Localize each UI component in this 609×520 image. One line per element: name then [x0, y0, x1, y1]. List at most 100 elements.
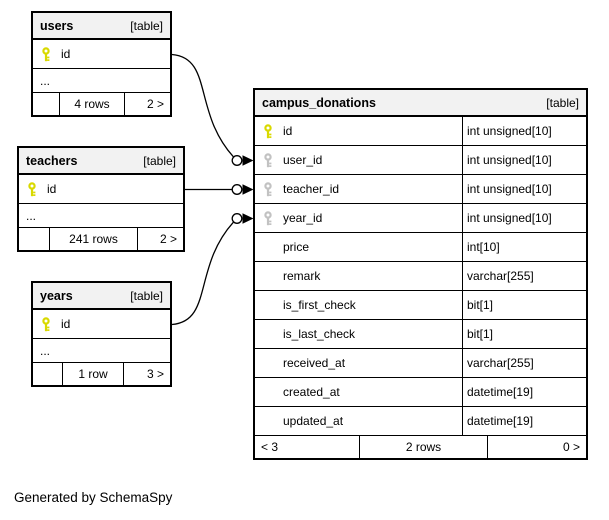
- column-type: datetime[19]: [462, 407, 586, 435]
- footer-row-count: 4 rows: [60, 93, 125, 115]
- column-type: int unsigned[10]: [462, 146, 586, 174]
- relationship-circle-endpoint: [231, 213, 243, 224]
- column-name: id: [61, 47, 71, 61]
- footer-parents-count: 3 >: [146, 367, 164, 381]
- hidden-columns-row: ...: [33, 69, 170, 93]
- table-footer: 1 row 3 >: [33, 363, 170, 385]
- relationship-users-to-user-id: [171, 53, 254, 166]
- footer-parents-count: 2 >: [146, 97, 164, 111]
- table-header: campus_donations [table]: [255, 90, 586, 117]
- relationship-circle-endpoint: [231, 184, 243, 195]
- column-row-id: id int unsigned[10]: [255, 117, 586, 146]
- column-type: bit[1]: [462, 320, 586, 348]
- column-name: is_first_check: [283, 298, 356, 312]
- table-type-badge: [table]: [130, 18, 163, 33]
- column-name: id: [283, 124, 293, 138]
- column-name: created_at: [283, 385, 340, 399]
- table-name-link[interactable]: campus_donations: [262, 95, 376, 110]
- table-header: users [table]: [33, 13, 170, 40]
- column-type: varchar[255]: [462, 262, 586, 290]
- column-type: int unsigned[10]: [462, 117, 586, 145]
- table-footer: < 3 2 rows 0 >: [255, 435, 586, 458]
- primary-key-icon: [264, 123, 272, 138]
- key-icon-spacer: [262, 298, 274, 313]
- table-name-link[interactable]: years: [40, 288, 73, 303]
- relationship-teachers-to-teacher-id: [185, 184, 254, 195]
- column-row-year_id: year_id int unsigned[10]: [255, 204, 586, 233]
- table-header: teachers [table]: [19, 148, 183, 175]
- table-type-badge: [table]: [143, 153, 176, 168]
- column-type: datetime[19]: [462, 378, 586, 406]
- column-row-updated_at: updated_at datetime[19]: [255, 407, 586, 436]
- column-row-received_at: received_at varchar[255]: [255, 349, 586, 378]
- column-name: year_id: [283, 211, 323, 225]
- footer-row-count: 1 row: [63, 363, 124, 385]
- column-row-is_first_check: is_first_check bit[1]: [255, 291, 586, 320]
- key-icon-spacer: [262, 240, 274, 255]
- footer-parents-count: 2 >: [159, 232, 177, 246]
- column-row-price: price int[10]: [255, 233, 586, 262]
- column-name: remark: [283, 269, 321, 283]
- column-row-is_last_check: is_last_check bit[1]: [255, 320, 586, 349]
- relationship-arrowhead-icon: [242, 184, 254, 195]
- relationship-circle-endpoint: [231, 155, 243, 166]
- key-icon-spacer: [262, 269, 274, 284]
- column-row-remark: remark varchar[255]: [255, 262, 586, 291]
- ellipsis-label: ...: [40, 73, 51, 88]
- ellipsis-label: ...: [26, 208, 37, 223]
- table-teachers[interactable]: teachers [table] id ... 241 rows 2 >: [17, 146, 185, 252]
- column-name: teacher_id: [283, 182, 340, 196]
- key-icon-spacer: [262, 327, 274, 342]
- footer-children-count: < 3: [255, 436, 360, 458]
- relationship-years-to-year-id: [171, 213, 254, 326]
- foreign-key-icon: [264, 210, 272, 225]
- column-type: int unsigned[10]: [462, 175, 586, 203]
- footer-children-count: [19, 228, 50, 250]
- table-years[interactable]: years [table] id ... 1 row 3 >: [31, 281, 172, 387]
- relationship-arrowhead-icon: [242, 213, 254, 224]
- relationship-line: [171, 221, 234, 326]
- column-name: user_id: [283, 153, 323, 167]
- column-type: varchar[255]: [462, 349, 586, 377]
- table-header: years [table]: [33, 283, 170, 310]
- foreign-key-icon: [264, 152, 272, 167]
- column-type: int[10]: [462, 233, 586, 261]
- table-name-link[interactable]: teachers: [26, 153, 78, 168]
- relationship-line: [171, 53, 234, 158]
- key-icon-spacer: [262, 356, 274, 371]
- hidden-columns-row: ...: [19, 204, 183, 228]
- foreign-key-icon: [264, 181, 272, 196]
- hidden-columns-row: ...: [33, 339, 170, 363]
- table-footer: 4 rows 2 >: [33, 93, 170, 115]
- primary-key-icon: [42, 316, 50, 331]
- column-row-id: id: [33, 40, 170, 69]
- footer-row-count: 241 rows: [50, 228, 138, 250]
- ellipsis-label: ...: [40, 343, 51, 358]
- column-row-id: id: [19, 175, 183, 204]
- key-icon-spacer: [262, 414, 274, 429]
- column-name: updated_at: [283, 414, 344, 428]
- relationship-arrowhead-icon: [242, 155, 254, 166]
- table-name-link[interactable]: users: [40, 18, 74, 33]
- table-users[interactable]: users [table] id ... 4 rows 2 >: [31, 11, 172, 117]
- footer-children-count: [33, 363, 63, 385]
- table-campus-donations[interactable]: campus_donations [table] id int unsigned…: [253, 88, 588, 460]
- column-name: id: [61, 317, 71, 331]
- table-type-badge: [table]: [546, 95, 579, 110]
- key-icon-spacer: [262, 385, 274, 400]
- column-name: received_at: [283, 356, 346, 370]
- footer-children-count: [33, 93, 60, 115]
- column-row-teacher_id: teacher_id int unsigned[10]: [255, 175, 586, 204]
- generated-by-note: Generated by SchemaSpy: [14, 490, 173, 505]
- column-type: bit[1]: [462, 291, 586, 319]
- column-row-user_id: user_id int unsigned[10]: [255, 146, 586, 175]
- table-type-badge: [table]: [130, 288, 163, 303]
- column-type: int unsigned[10]: [462, 204, 586, 232]
- column-row-id: id: [33, 310, 170, 339]
- primary-key-icon: [42, 46, 50, 61]
- primary-key-icon: [28, 181, 36, 196]
- column-name: is_last_check: [283, 327, 356, 341]
- column-row-created_at: created_at datetime[19]: [255, 378, 586, 407]
- footer-row-count: 2 rows: [360, 436, 488, 458]
